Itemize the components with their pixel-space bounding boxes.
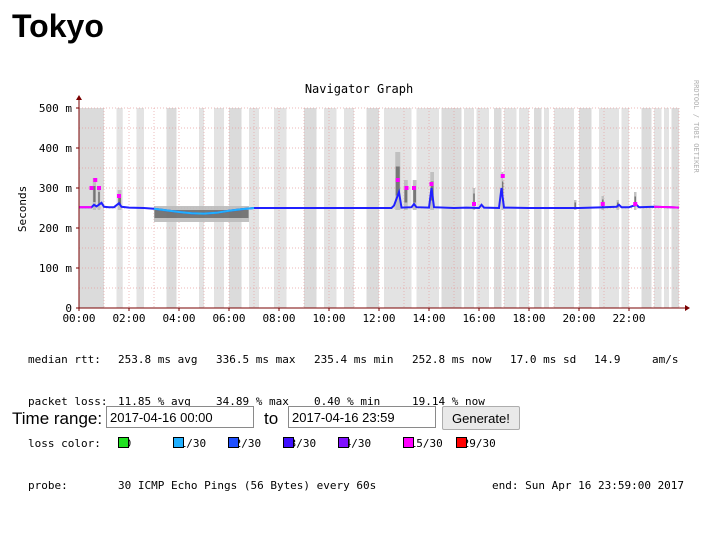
x-tick-label: 18:00 <box>512 312 545 325</box>
y-axis-arrow <box>76 95 82 100</box>
generate-button[interactable]: Generate! <box>442 406 520 430</box>
packet-loss-max: 34.89 % max <box>216 395 289 408</box>
tick-label-layer: 0 100 m 200 m 300 m 400 m 500 m 00:00 02:00 04:0… <box>39 102 646 325</box>
loss-color-item: 29/30 <box>456 437 496 451</box>
x-axis-arrow <box>685 305 690 311</box>
median-rtt-dip-line <box>153 207 255 215</box>
x-tick-label: 06:00 <box>212 312 245 325</box>
median-rtt-loss-segment <box>653 205 680 209</box>
loss-color-swatch <box>403 437 414 448</box>
loss-color-item: 2/30 <box>228 437 261 451</box>
loss-color-swatch <box>118 437 129 448</box>
smoke-core <box>574 202 576 208</box>
median-rtt-min: 235.4 ms min <box>314 353 394 366</box>
time-range-label: Time range: <box>12 409 103 428</box>
loss-color-swatch <box>283 437 294 448</box>
median-rtt-layer <box>79 174 680 215</box>
page-title: Tokyo <box>12 8 104 44</box>
end-time: end: Sun Apr 16 23:59:00 2017 <box>492 479 685 492</box>
x-tick-label: 16:00 <box>462 312 495 325</box>
chart-title: Navigator Graph <box>305 82 413 96</box>
smoke-core <box>93 186 96 202</box>
loss-peak-marker <box>404 186 409 190</box>
loss-peak-marker <box>633 202 638 206</box>
packet-loss-avg: 11.85 % avg <box>118 395 191 408</box>
x-tick-label: 10:00 <box>312 312 345 325</box>
probe-value: 30 ICMP Echo Pings (56 Bytes) every 60s <box>118 479 377 492</box>
loss-peak-marker <box>93 178 98 182</box>
loss-band <box>654 108 662 308</box>
time-range-to-label: to <box>264 409 279 428</box>
smoke-core <box>98 192 100 204</box>
probe-label: probe: <box>28 479 68 492</box>
loss-band <box>476 108 489 308</box>
median-rtt-max: 336.5 ms max <box>216 353 296 366</box>
median-rtt-am: 14.9 <box>594 353 621 366</box>
x-tick-label: 08:00 <box>262 312 295 325</box>
loss-color-swatch <box>173 437 184 448</box>
median-rtt-avg: 253.8 ms avg <box>118 353 198 366</box>
x-tick-label: 12:00 <box>362 312 395 325</box>
y-tick-label: 0 <box>65 302 72 315</box>
navigator-graph: Navigator Graph Seconds RRDTOOL / TOBI O… <box>16 80 700 325</box>
x-tick-label: 02:00 <box>112 312 145 325</box>
x-tick-label: 00:00 <box>62 312 95 325</box>
axis-layer <box>76 95 690 311</box>
loss-peak-marker <box>472 202 476 206</box>
smoke-core <box>473 193 475 205</box>
loss-color-item: 15/30 <box>403 437 443 451</box>
loss-color-item: 4/30 <box>338 437 371 451</box>
y-tick-label: 500 m <box>39 102 72 115</box>
x-tick-label: 04:00 <box>162 312 195 325</box>
loss-peak-marker <box>117 194 121 198</box>
loss-peak-marker <box>395 178 400 182</box>
median-rtt-sd: 17.0 ms sd <box>510 353 577 366</box>
packet-loss-min: 0.40 % min <box>314 395 381 408</box>
packet-loss-now: 19.14 % now <box>412 395 485 408</box>
smoke-core <box>634 196 636 206</box>
time-range-from-input[interactable] <box>106 406 254 428</box>
loss-color-swatch <box>456 437 467 448</box>
loss-color-swatch <box>228 437 239 448</box>
x-tick-label: 14:00 <box>412 312 445 325</box>
loss-peak-marker <box>600 202 605 206</box>
y-tick-label: 400 m <box>39 142 72 155</box>
y-axis-label: Seconds <box>16 186 29 232</box>
median-rtt-label: median rtt: <box>28 353 101 366</box>
loss-peak-marker <box>89 186 94 190</box>
probe-row: probe: 30 ICMP Echo Pings (56 Bytes) eve… <box>28 479 698 493</box>
loss-color-swatch <box>338 437 349 448</box>
loss-color-legend: loss color: 0 1/30 2/30 3/30 4/30 15/30 … <box>28 437 698 451</box>
loss-color-item: 3/30 <box>283 437 316 451</box>
y-tick-label: 100 m <box>39 262 72 275</box>
loss-color-item: 0 <box>118 437 131 451</box>
median-rtt-row: median rtt: 253.8 ms avg 336.5 ms max 23… <box>28 353 698 367</box>
loss-peak-marker <box>97 186 101 190</box>
packet-loss-label: packet loss: <box>28 395 108 408</box>
loss-peak-marker <box>500 174 505 178</box>
rrdtool-watermark: RRDTOOL / TOBI OETIKER <box>692 80 700 174</box>
y-tick-label: 300 m <box>39 182 72 195</box>
smoke-core <box>413 187 416 203</box>
loss-color-item: 1/30 <box>173 437 206 451</box>
x-tick-label: 20:00 <box>562 312 595 325</box>
median-rtt-line <box>79 187 680 215</box>
x-tick-label: 22:00 <box>612 312 645 325</box>
loss-peak-marker <box>429 182 434 186</box>
smoke-core <box>404 187 408 203</box>
y-tick-label: 200 m <box>39 222 72 235</box>
median-rtt-now: 252.8 ms now <box>412 353 492 366</box>
smoke-core <box>118 195 121 205</box>
loss-color-label: loss color: <box>28 437 101 450</box>
time-range-to-input[interactable] <box>288 406 436 428</box>
median-rtt-am-unit: am/s <box>652 353 679 366</box>
loss-peak-marker <box>412 186 416 190</box>
packet-loss-row: packet loss: 11.85 % avg 34.89 % max 0.4… <box>28 395 698 409</box>
